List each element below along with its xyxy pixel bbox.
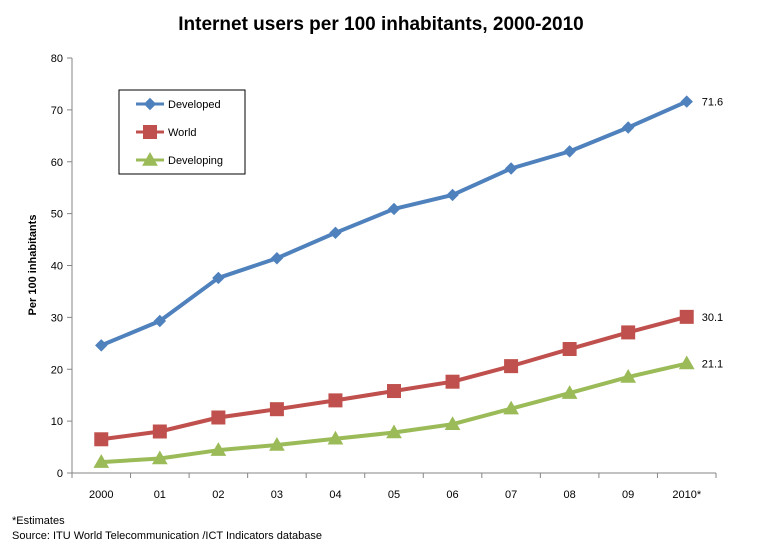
- data-point-developing: [269, 436, 285, 451]
- legend-marker-world: [143, 125, 157, 139]
- x-tick-label: 2010*: [672, 489, 701, 501]
- y-tick-label: 30: [51, 312, 63, 324]
- footnote-estimates: *Estimates: [12, 515, 65, 527]
- data-point-developed: [621, 121, 635, 134]
- data-point-world: [328, 393, 343, 408]
- data-point-developing: [386, 424, 402, 439]
- legend: Developed World Developing: [118, 89, 246, 175]
- series-developing: 21.1: [93, 355, 723, 468]
- x-tick-label: 05: [388, 489, 400, 501]
- y-tick-label: 20: [51, 364, 63, 376]
- y-tick-label: 0: [57, 468, 63, 480]
- y-tick-label: 70: [51, 105, 63, 117]
- data-point-developing: [503, 400, 519, 415]
- series-developed: 71.6: [95, 95, 723, 352]
- x-tick-label: 01: [154, 489, 166, 501]
- data-point-developing: [620, 369, 637, 383]
- data-point-world: [562, 342, 577, 357]
- data-point-developed: [270, 252, 284, 265]
- x-tick-label: 07: [505, 489, 517, 501]
- data-point-developed: [504, 162, 518, 175]
- x-tick-label: 09: [622, 489, 634, 501]
- data-point-world: [621, 325, 636, 340]
- data-point-world: [445, 374, 460, 389]
- data-point-developing: [210, 442, 227, 456]
- end-label-developing: 21.1: [702, 359, 723, 371]
- data-point-world: [269, 402, 284, 417]
- data-point-developed: [95, 339, 108, 352]
- axes: 0 10 20 30 40 50 60 70 80 2000 01 02 03 04 05 06 07 08 09 2…: [51, 53, 717, 501]
- x-tick-label: 03: [271, 489, 283, 501]
- series-line-world: [101, 314, 688, 442]
- data-point-developed: [153, 314, 167, 328]
- data-point-developing: [327, 430, 344, 445]
- series-world: 30.1: [94, 309, 723, 447]
- data-point-developed: [387, 202, 401, 216]
- y-tick-label: 80: [51, 53, 63, 65]
- data-point-developing: [444, 416, 461, 430]
- chart: Internet users per 100 inhabitants, 2000…: [27, 14, 723, 501]
- legend-label-developing: Developing: [168, 155, 223, 167]
- data-point-world: [679, 309, 694, 324]
- data-point-world: [504, 359, 519, 374]
- data-point-developed: [680, 95, 693, 108]
- data-point-developing: [678, 355, 695, 370]
- y-axis-label: Per 100 inhabitants: [27, 215, 39, 316]
- legend-label-developed: Developed: [168, 99, 221, 111]
- data-point-developed: [446, 188, 459, 202]
- data-point-world: [211, 410, 226, 425]
- x-tick-label: 08: [564, 489, 576, 501]
- data-point-developing: [93, 454, 110, 468]
- legend-label-world: World: [168, 127, 197, 139]
- series-layer: 71.6 30.1 21.1: [93, 95, 723, 468]
- legend-marker-developing: [142, 151, 158, 166]
- x-tick-label: 02: [212, 489, 224, 501]
- x-tick-label: 04: [329, 489, 341, 501]
- y-tick-label: 60: [51, 157, 63, 169]
- data-point-developing: [151, 450, 168, 465]
- y-tick-label: 40: [51, 261, 63, 273]
- data-point-world: [387, 384, 401, 399]
- end-label-developed: 71.6: [702, 97, 723, 109]
- y-tick-label: 10: [51, 416, 63, 428]
- legend-marker-developed: [143, 97, 157, 111]
- data-point-developed: [563, 145, 576, 158]
- x-tick-label: 2000: [89, 489, 113, 501]
- chart-title: Internet users per 100 inhabitants, 2000…: [178, 14, 584, 35]
- end-label-world: 30.1: [702, 312, 723, 324]
- x-tick-label: 06: [446, 489, 458, 501]
- data-point-world: [152, 424, 167, 439]
- data-point-developed: [212, 271, 225, 285]
- y-tick-label: 50: [51, 209, 63, 221]
- data-point-world: [94, 432, 109, 447]
- data-point-developed: [329, 226, 342, 240]
- footnote-source: Source: ITU World Telecommunication /ICT…: [12, 530, 322, 542]
- series-line-developing: [101, 361, 688, 465]
- data-point-developing: [561, 385, 578, 399]
